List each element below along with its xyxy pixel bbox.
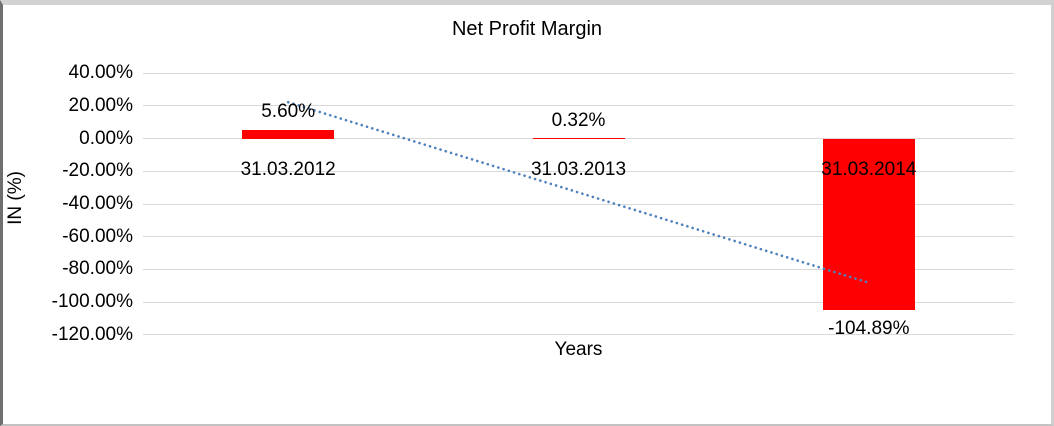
data-label: 0.32% <box>551 109 606 131</box>
y-axis-tick-label: 20.00% <box>68 94 133 116</box>
category-label: 31.03.2012 <box>240 159 336 180</box>
y-axis-tick-label: -120.00% <box>51 323 133 345</box>
x-axis-title: Years <box>554 339 603 360</box>
y-axis-tick-label: -20.00% <box>62 160 133 182</box>
y-axis-tick-label: -80.00% <box>62 258 133 280</box>
gridline <box>143 72 1014 74</box>
gridline <box>143 334 1014 336</box>
y-axis-tick-label: -100.00% <box>51 291 133 313</box>
y-axis-tick-label: -60.00% <box>62 225 133 247</box>
category-label: 31.03.2014 <box>821 159 917 180</box>
y-axis-tick-label: 0.00% <box>79 127 133 149</box>
gridline <box>143 301 1014 303</box>
data-label: 5.60% <box>261 101 316 122</box>
chart-title: Net Profit Margin <box>451 18 603 40</box>
bar <box>242 129 335 139</box>
data-label: -104.89% <box>828 318 910 339</box>
y-axis-tick-label: -40.00% <box>62 193 133 214</box>
bar <box>532 138 625 139</box>
category-label: 31.03.2013 <box>530 159 627 180</box>
y-axis-tick-label: 40.00% <box>68 62 133 84</box>
